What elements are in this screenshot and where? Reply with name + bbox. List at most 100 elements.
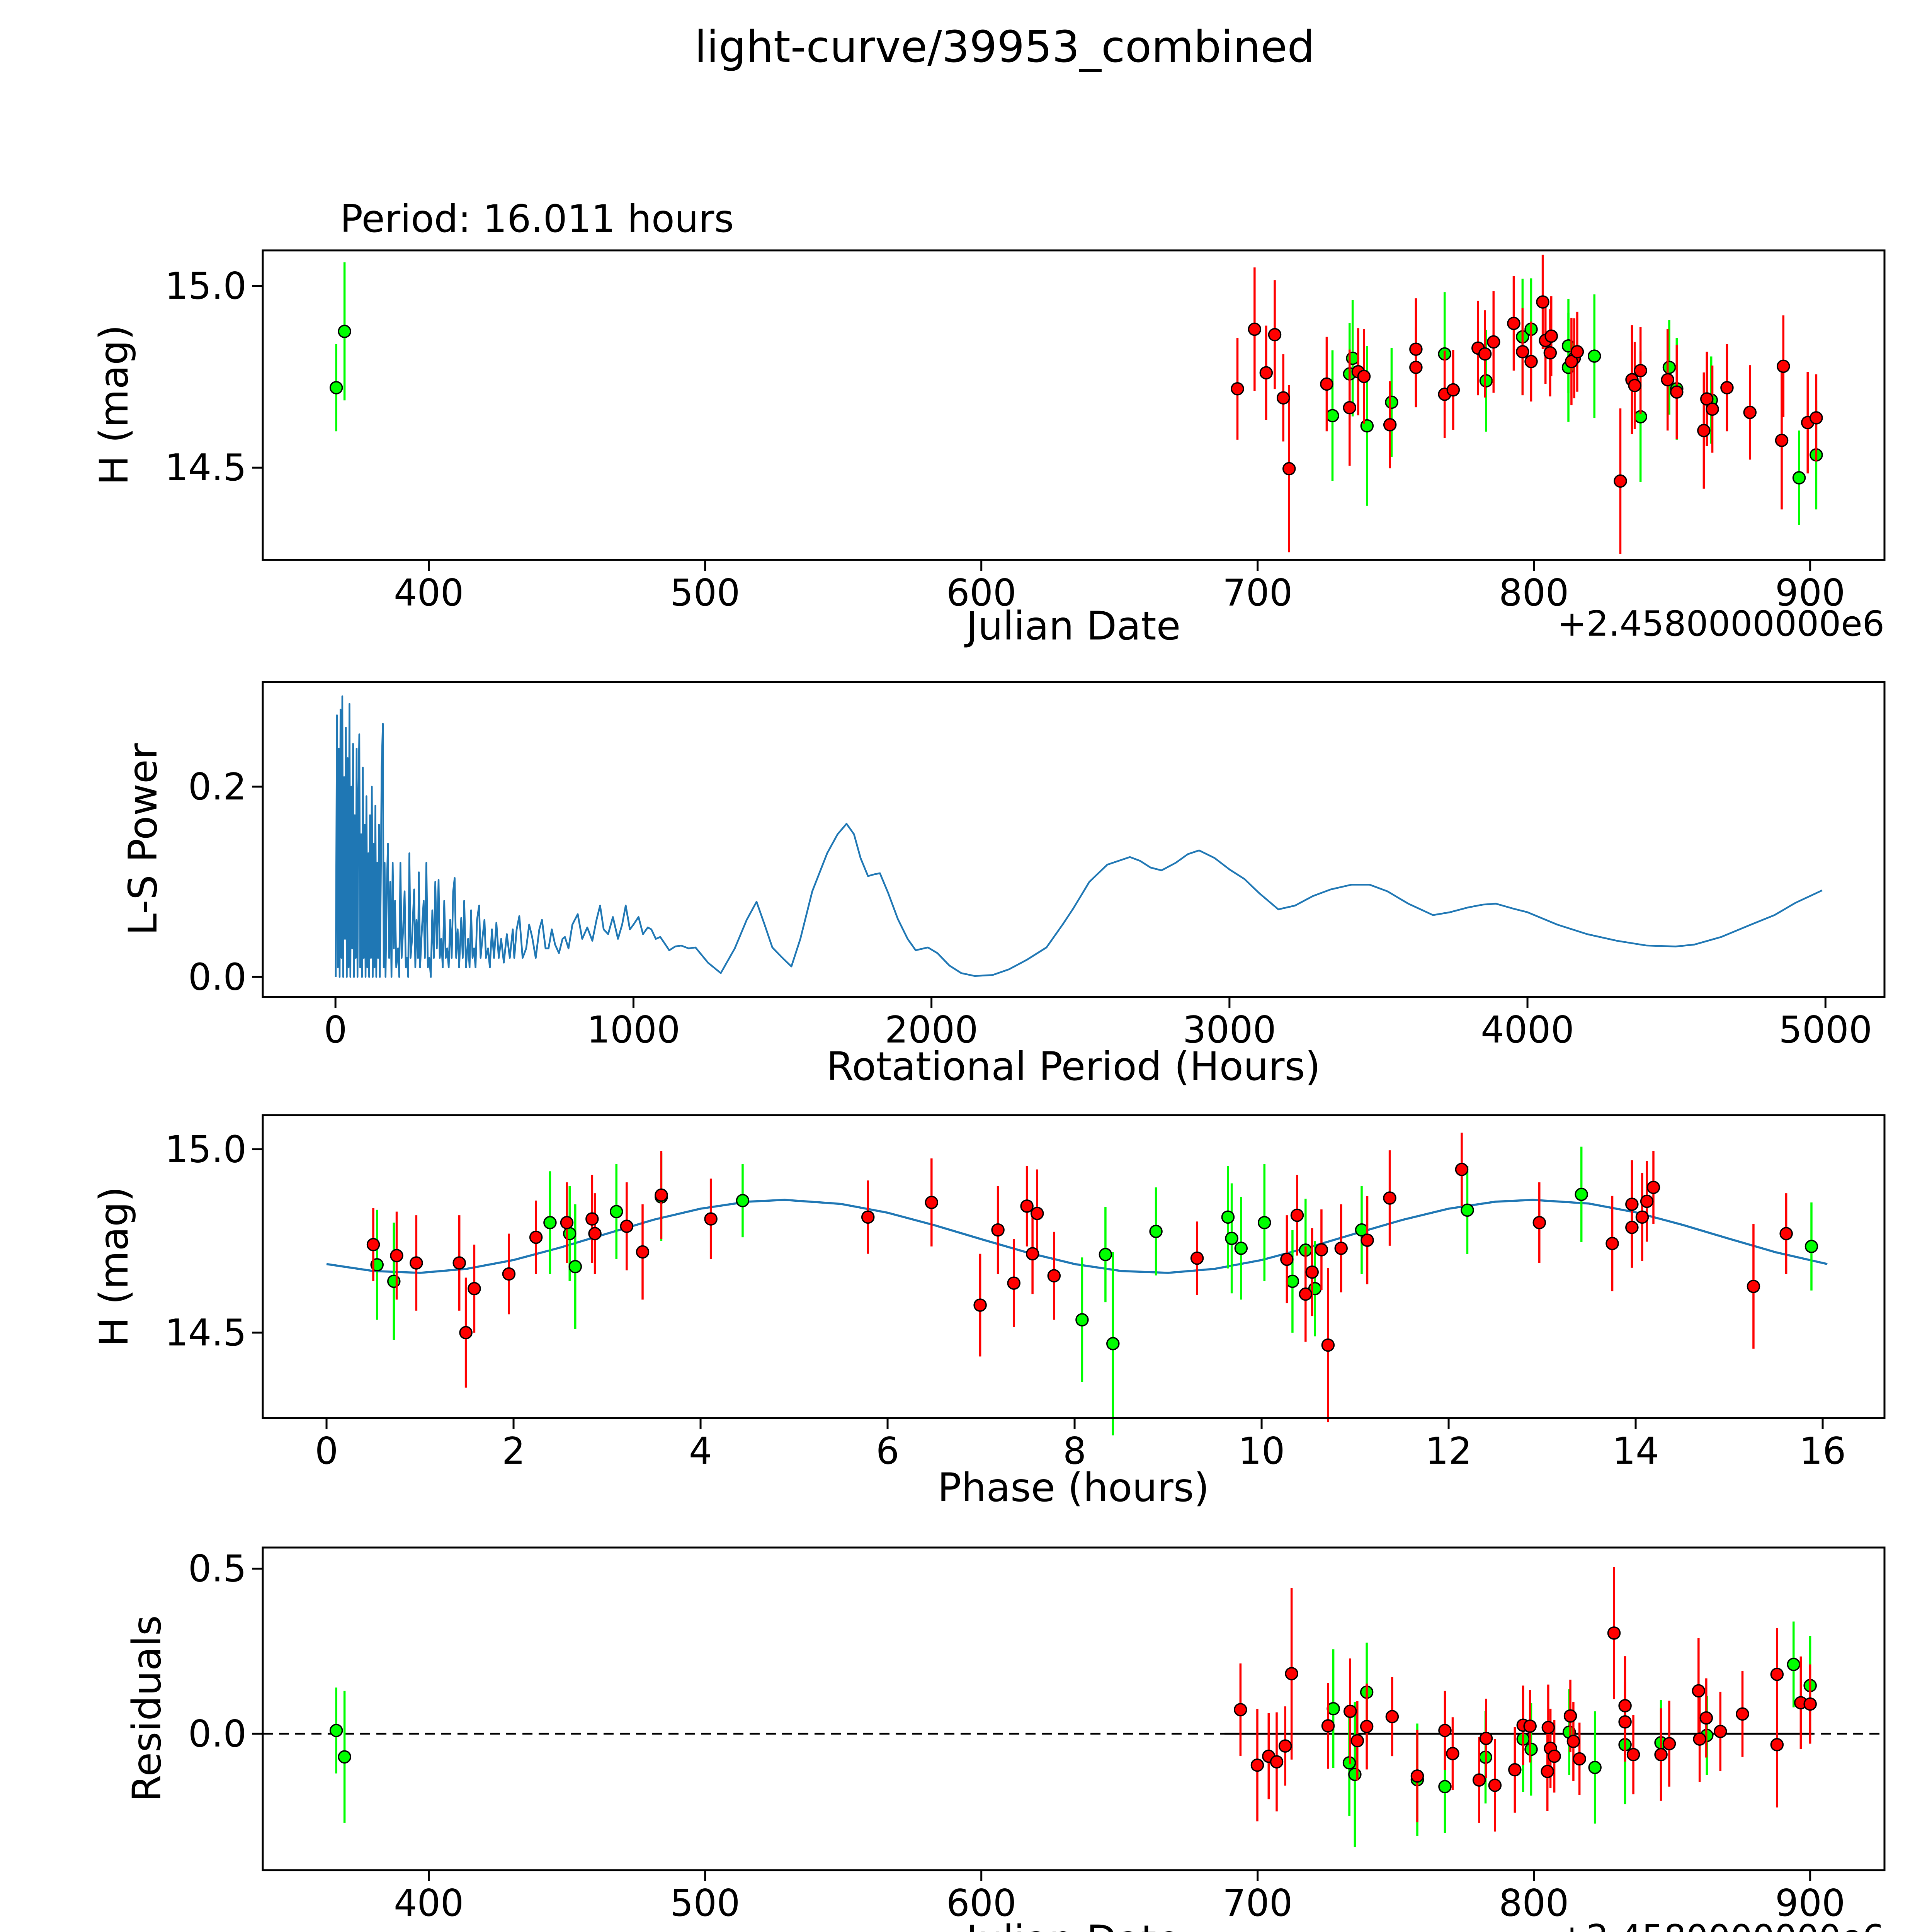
data-point [529,1230,543,1244]
data-point [1250,1758,1264,1772]
data-point [861,1210,875,1224]
data-point [1507,316,1520,330]
data-point [543,1216,557,1230]
data-point [1516,345,1529,359]
x-tick-label: 600 [946,572,1016,614]
data-point [1662,1737,1676,1750]
data-point [329,1724,343,1737]
data-point [1662,361,1676,374]
y-tick-label: 15.0 [165,1128,247,1171]
data-point [1565,355,1578,368]
data-point [1446,383,1460,397]
data-point [1346,351,1359,365]
data-point [585,1212,599,1226]
data-point [1804,1240,1818,1253]
data-point [1270,1755,1284,1769]
data-point [1543,346,1557,360]
data-point [1259,366,1273,380]
data-point [1588,1760,1602,1774]
data-point [1479,374,1493,388]
y-tick-label: 0.0 [188,956,247,998]
plots-group: 400 500 600 700 800 900 15.0 14.5 0 1000 2000 3000 4… [165,249,1886,1925]
data-point [1047,1269,1061,1282]
x-tick-label: 400 [394,572,464,614]
data-point [560,1216,574,1230]
data-point [736,1194,750,1208]
x-tick-label: 700 [1223,1882,1293,1925]
y-tick-label: 14.5 [165,447,247,489]
data-point [1779,1227,1793,1240]
data-point [1361,1233,1374,1247]
data-point [1563,1709,1577,1723]
data-point [1290,1208,1304,1222]
data-point [563,1227,577,1240]
data-point [620,1219,634,1233]
x-tick-label: 800 [1499,1882,1569,1925]
data-point [1605,1236,1619,1250]
data-point [1286,1274,1299,1288]
data-point [1020,1199,1034,1213]
data-point [1026,1247,1039,1261]
data-point [1248,322,1262,336]
data-point [1570,345,1584,359]
data-point [1030,1207,1044,1220]
data-point [1410,1769,1424,1783]
x-tick-label: 600 [946,1882,1016,1925]
data-point [468,1282,481,1296]
data-point [1524,355,1538,368]
data-point [1640,1194,1654,1208]
data-point [1541,1721,1555,1735]
y-tick-label: 0.0 [188,1713,247,1755]
data-point [1149,1225,1163,1238]
data-point [1693,1732,1706,1746]
data-point [1720,381,1734,395]
y-tick-label: 0.2 [188,766,247,808]
data-point [1278,1739,1292,1753]
data-point [1532,1216,1546,1230]
data-point [1231,382,1244,396]
panel1-offset-text: +2.4580000000e6 [1557,604,1884,644]
data-point [1573,1752,1586,1766]
data-point [1334,1242,1348,1255]
data-point [636,1245,650,1259]
data-point [1385,1710,1399,1723]
panel1-xlabel: Julian Date [964,603,1181,649]
data-point [390,1249,403,1262]
data-point [1548,1749,1561,1763]
data-point [1299,1287,1313,1301]
data-point [704,1212,718,1226]
x-tick-label: 4 [689,1430,712,1473]
data-point [1743,406,1757,419]
x-tick-label: 4000 [1481,1009,1574,1051]
x-tick-label: 2000 [885,1009,978,1051]
data-point [459,1326,473,1340]
data-point [1258,1216,1271,1230]
data-point [1350,1734,1364,1748]
data-point [1775,434,1789,447]
data-point [1348,1767,1362,1781]
y-tick-label: 0.5 [188,1548,247,1590]
x-tick-label: 0 [315,1430,338,1473]
data-point [1714,1725,1727,1738]
axes-spines [262,681,1886,998]
data-point [1736,1707,1749,1721]
data-point [1409,342,1423,356]
data-point [1305,1265,1319,1279]
x-tick-label: 10 [1238,1430,1285,1473]
data-point [502,1267,516,1281]
panel4-xlabel: Julian Date [964,1917,1181,1932]
data-point [329,381,343,395]
data-point [1524,1742,1538,1756]
x-tick-label: 8 [1063,1430,1086,1473]
data-point [410,1256,423,1270]
data-point [366,1238,380,1252]
data-point [1383,418,1397,432]
data-point [1607,1626,1621,1640]
data-point [1541,1765,1554,1778]
x-tick-label: 1000 [587,1009,680,1051]
periodogram-line [335,695,1823,978]
data-point [1075,1313,1089,1327]
data-point [1320,377,1333,391]
data-point [1697,424,1711,437]
